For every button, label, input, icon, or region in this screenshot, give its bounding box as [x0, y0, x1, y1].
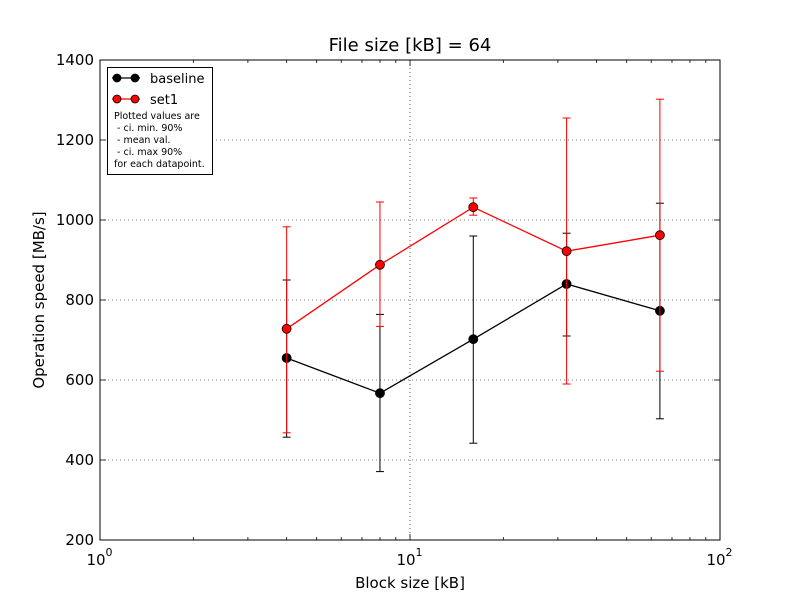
legend-marker	[130, 94, 140, 104]
data-point-baseline	[375, 388, 385, 399]
y-tick-label: 800	[65, 291, 94, 309]
legend-note-line: - ci. max 90%	[114, 147, 182, 158]
y-tick-label: 200	[65, 531, 94, 549]
data-point-set1	[375, 259, 385, 270]
legend-note-line: - ci. min. 90%	[114, 123, 182, 134]
y-axis-label: Operation speed [MB/s]	[30, 211, 48, 388]
legend-box	[107, 67, 213, 175]
x-tick-label: 10	[706, 551, 725, 569]
legend-note-line: Plotted values are	[114, 111, 200, 122]
legend-marker	[130, 73, 140, 83]
x-tick-label-exponent: 1	[416, 546, 423, 559]
legend-marker	[112, 73, 122, 83]
y-tick-label: 1200	[56, 131, 94, 149]
axes-frame	[99, 59, 721, 541]
x-tick-label: 10	[86, 551, 105, 569]
legend-marker	[112, 94, 122, 104]
chart-title: File size [kB] = 64	[329, 35, 492, 56]
y-tick-label: 1000	[56, 211, 94, 229]
data-point-baseline	[468, 334, 479, 345]
legend-label-baseline: baseline	[150, 72, 204, 87]
x-tick-label-exponent: 2	[726, 546, 733, 559]
legend-note-line: - mean val.	[114, 135, 171, 146]
legend-label-set1: set1	[150, 93, 178, 108]
x-tick-label: 10	[396, 551, 415, 569]
data-point-set1	[468, 202, 479, 213]
y-tick-label: 1400	[56, 51, 94, 69]
y-tick-label: 400	[65, 451, 94, 469]
y-tick-label: 600	[65, 371, 94, 389]
legend: baseline set1 Plotted values are - ci. min…	[107, 67, 213, 175]
data-point-set1	[281, 323, 292, 334]
data-point-set1	[561, 246, 572, 257]
x-tick-label-exponent: 0	[106, 546, 113, 559]
data-point-set1	[655, 230, 665, 241]
x-axis-label: Block size [kB]	[355, 574, 465, 592]
legend-note-line: for each datapoint.	[114, 159, 205, 170]
